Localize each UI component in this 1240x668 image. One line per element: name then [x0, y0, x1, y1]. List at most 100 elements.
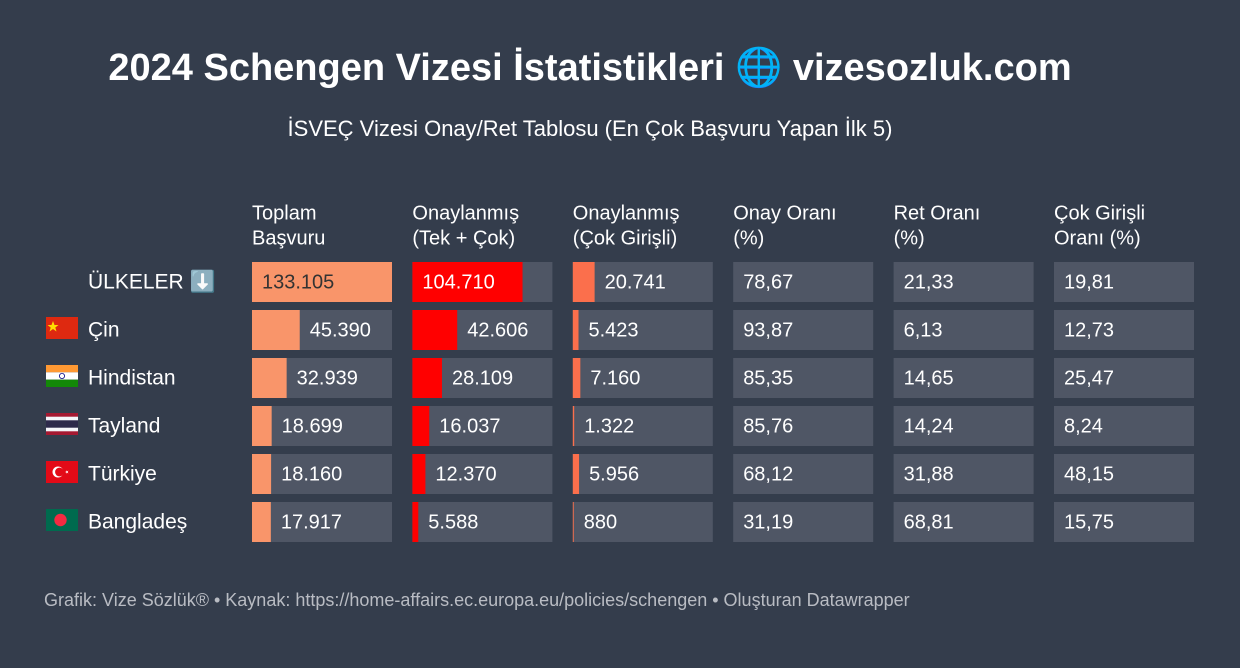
footer: Grafik: Vize Sözlük® • Kaynak: https://h… [44, 590, 910, 610]
column-header: (%) [894, 227, 925, 249]
cell-value: 17.917 [281, 511, 342, 533]
cell [733, 310, 874, 350]
cell [572, 406, 713, 446]
cell-value: 85,35 [743, 367, 793, 389]
cell-value: 7.160 [590, 367, 640, 389]
cell [1054, 454, 1194, 494]
column-header: Onaylanmış [412, 202, 519, 224]
cell-value: 12.370 [435, 463, 496, 485]
row-label: Bangladeş [88, 511, 187, 534]
flag-turkey [46, 461, 78, 483]
bar [252, 262, 392, 302]
cell-value: 5.588 [428, 511, 478, 533]
cell [893, 502, 1034, 542]
row-label: Hindistan [88, 367, 176, 390]
bar [572, 358, 581, 398]
column-header: Çok Girişli [1054, 202, 1145, 224]
row-label: Tayland [88, 415, 160, 438]
bar [572, 502, 574, 542]
bar [252, 406, 272, 446]
column-header: Başvuru [252, 227, 325, 249]
bar [412, 262, 523, 302]
cell-value: 6,13 [904, 319, 943, 341]
column-header: (Tek + Çok) [412, 227, 515, 249]
cell [733, 454, 874, 494]
cell-value: 45.390 [310, 319, 371, 341]
cell-value: 8,24 [1064, 415, 1103, 437]
cell-value: 18.699 [282, 415, 343, 437]
cell [1054, 502, 1194, 542]
cell-value: 68,12 [743, 463, 793, 485]
bar [252, 358, 287, 398]
cell [893, 358, 1034, 398]
bar [252, 310, 300, 350]
cell-value: 31,88 [904, 463, 954, 485]
cell [733, 502, 874, 542]
cell-value: 85,76 [743, 415, 793, 437]
bar [572, 262, 595, 302]
cell-value: 42.606 [467, 319, 528, 341]
cell-value: 93,87 [743, 319, 793, 341]
subtitle: İSVEÇ Vizesi Onay/Ret Tablosu (En Çok Ba… [288, 116, 893, 141]
cell [252, 454, 392, 494]
flag-bangladesh [46, 509, 78, 531]
cell [412, 502, 553, 542]
bar [572, 310, 579, 350]
bar [412, 502, 419, 542]
cell-value: 78,67 [743, 271, 793, 293]
cell-value: 16.037 [439, 415, 500, 437]
row-label: Türkiye [88, 463, 157, 486]
column-header: (%) [733, 227, 764, 249]
cell-value: 31,19 [743, 511, 793, 533]
bar [572, 406, 575, 446]
cell [412, 454, 553, 494]
cell-value: 32.939 [297, 367, 358, 389]
row-label: Çin [88, 319, 120, 342]
cell-value: 104.710 [422, 271, 494, 293]
cell [893, 406, 1034, 446]
column-header: Oranı (%) [1054, 227, 1141, 249]
cell [572, 502, 713, 542]
cell [572, 358, 713, 398]
row-label: ÜLKELER ⬇️ [88, 269, 216, 294]
cell [252, 406, 392, 446]
column-header: Onaylanmış [573, 202, 680, 224]
cell-value: 133.105 [262, 271, 334, 293]
flag-india [46, 365, 78, 387]
cell [1054, 358, 1194, 398]
bar [252, 502, 271, 542]
cell-value: 20.741 [605, 271, 666, 293]
cell-value: 12,73 [1064, 319, 1114, 341]
flag-thailand [46, 413, 78, 435]
cell-value: 15,75 [1064, 511, 1114, 533]
column-header: Ret Oranı [894, 202, 981, 224]
bar [412, 358, 442, 398]
cell-value: 5.956 [589, 463, 639, 485]
cell-value: 14,65 [904, 367, 954, 389]
flag-china [46, 317, 78, 339]
cell-value: 1.322 [584, 415, 634, 437]
column-header: Onay Oranı [733, 202, 836, 224]
cell-value: 48,15 [1064, 463, 1114, 485]
cell [1054, 262, 1194, 302]
bar [572, 454, 580, 494]
column-header: Toplam [252, 202, 316, 224]
cell [893, 454, 1034, 494]
cell [733, 262, 874, 302]
cell [572, 262, 713, 302]
column-header: (Çok Girişli) [573, 227, 677, 249]
cell [893, 310, 1034, 350]
cell [733, 358, 874, 398]
cell [733, 406, 874, 446]
cell-value: 68,81 [904, 511, 954, 533]
cell [1054, 310, 1194, 350]
bar [412, 406, 430, 446]
cell-value: 28.109 [452, 367, 513, 389]
bar [252, 454, 272, 494]
cell-value: 18.160 [281, 463, 342, 485]
cell [572, 310, 713, 350]
cell-value: 19,81 [1064, 271, 1114, 293]
cell-value: 25,47 [1064, 367, 1114, 389]
cell [252, 502, 392, 542]
